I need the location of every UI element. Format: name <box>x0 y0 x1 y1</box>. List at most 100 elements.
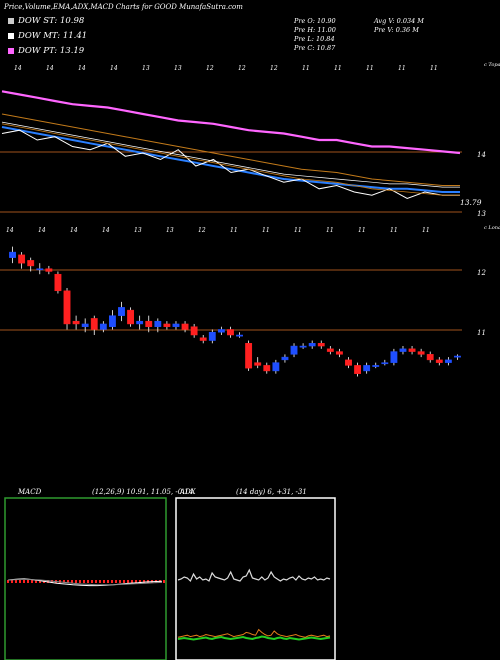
candle-up <box>9 251 16 258</box>
candle-up <box>272 362 280 372</box>
candle-up <box>444 359 452 363</box>
candle-down <box>426 354 434 361</box>
adx-label: ADX <box>180 488 196 496</box>
candle-down <box>145 320 153 327</box>
candle-down <box>63 290 71 325</box>
candle-down <box>127 309 135 325</box>
adx-minus-di-line <box>177 628 331 638</box>
ema-top-label: 14 <box>78 65 86 72</box>
ema-top-label: 11 <box>366 65 374 72</box>
legend-dow-mt: DOW MT: 11.41 <box>8 31 87 41</box>
candle-top-label: 12 <box>198 227 206 234</box>
candle-up <box>454 355 461 358</box>
macd-label: MACD <box>18 488 42 496</box>
candle-up <box>390 351 398 363</box>
candle-down <box>163 323 171 327</box>
candle-down <box>18 254 26 264</box>
ema-series-price <box>1 129 460 200</box>
ema-series-dow-pt <box>1 90 461 155</box>
ema-top-label: 13 <box>142 65 150 72</box>
candle-top-label: 11 <box>230 227 238 234</box>
ema-top-label: 11 <box>334 65 342 72</box>
ema-top-label: 14 <box>14 65 22 72</box>
legend-dow-st: DOW ST: 10.98 <box>8 16 84 26</box>
candle-down <box>45 268 53 272</box>
candle-up <box>372 365 380 367</box>
stat-pre-volume: Pre V: 0.36 M <box>374 26 419 34</box>
candle-down <box>317 343 325 347</box>
candle-top-label: 11 <box>294 227 302 234</box>
candle-down <box>326 348 334 352</box>
candle-down <box>408 348 416 352</box>
candle-top-label: 14 <box>70 227 78 234</box>
legend-swatch <box>8 33 14 39</box>
candle-down <box>435 359 443 363</box>
ema-top-label: 14 <box>46 65 54 72</box>
chart-title: Price,Volume,EMA,ADX,MACD Charts for GOO… <box>4 3 243 11</box>
candle-down <box>54 273 62 292</box>
candle-up <box>281 356 289 361</box>
legend-dow-pt: DOW PT: 13.19 <box>8 46 84 56</box>
ema-top-label: 12 <box>206 65 214 72</box>
ema-axis-label: 14 <box>477 151 486 159</box>
candle-top-label: 11 <box>390 227 398 234</box>
adx-plus-di-line <box>177 635 331 641</box>
stat-open: Pre O: 10.90 <box>294 17 336 25</box>
candle-up <box>154 320 162 327</box>
candle-up <box>236 334 243 337</box>
candle-top-label: 13 <box>134 227 142 234</box>
candle-top-label: 11 <box>358 227 366 234</box>
candle-down <box>417 351 425 355</box>
candle-top-label: 14 <box>6 227 14 234</box>
candle-up <box>81 323 89 327</box>
candle-up <box>299 345 307 348</box>
candle-up <box>399 348 407 352</box>
ema-top-label: 13 <box>174 65 182 72</box>
adx-line <box>177 568 331 583</box>
ema-last-price-label: 13.79 <box>460 198 482 207</box>
legend-label: DOW ST: 10.98 <box>18 16 85 26</box>
candle-down <box>199 337 207 341</box>
candle-top-label: 14 <box>38 227 46 234</box>
candle-down <box>190 326 198 336</box>
ema-axis-caption: c Topa <box>484 62 500 68</box>
ema-top-label: 11 <box>398 65 406 72</box>
adx-values: (14 day) 6, +31, -31 <box>236 488 307 496</box>
candle-down <box>335 351 343 355</box>
candle-up <box>308 343 316 347</box>
ema-series-st-band <box>1 121 460 188</box>
ema-top-label: 12 <box>270 65 278 72</box>
ema-top-label: 11 <box>430 65 438 72</box>
legend-swatch <box>8 18 14 24</box>
macd-panel <box>4 497 167 660</box>
candle-down <box>27 260 35 267</box>
candle-up <box>381 362 389 365</box>
candle-down <box>181 323 189 330</box>
candle-up <box>99 323 107 330</box>
candle-top-label: 13 <box>166 227 174 234</box>
ema-series-dow-mt <box>1 113 460 186</box>
legend-label: DOW MT: 11.41 <box>18 31 88 41</box>
ema-top-label: 14 <box>110 65 118 72</box>
ema-top-label: 12 <box>238 65 246 72</box>
candle-up <box>363 365 371 372</box>
candle-down <box>227 329 234 336</box>
candle-down <box>254 362 262 366</box>
ema-series-mt-band <box>1 123 460 196</box>
candle-up <box>290 345 298 355</box>
candle-up <box>136 320 144 325</box>
legend-label: DOW PT: 13.19 <box>18 46 85 56</box>
stat-low: Pre L: 10.84 <box>294 35 335 43</box>
candle-axis-label: 12 <box>477 269 486 277</box>
candle-top-label: 11 <box>422 227 430 234</box>
stat-close: Pre C: 10.87 <box>294 44 336 52</box>
candle-top-label: 14 <box>102 227 110 234</box>
candle-top-label: 11 <box>326 227 334 234</box>
candle-up <box>36 268 44 271</box>
candle-down <box>90 318 98 330</box>
candle-up <box>172 323 180 327</box>
candle-down <box>354 365 362 374</box>
candle-axis-label: 11 <box>477 329 486 337</box>
candle-axis-caption: c Lonaa <box>484 225 500 231</box>
